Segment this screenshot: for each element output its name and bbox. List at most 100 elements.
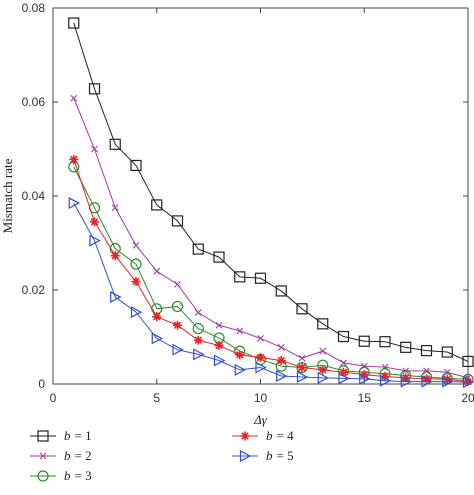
data-point xyxy=(172,343,184,356)
data-point xyxy=(277,343,285,351)
data-point xyxy=(298,354,306,362)
y-tick-label: 0.04 xyxy=(22,189,46,203)
data-point xyxy=(359,370,369,380)
data-point xyxy=(151,332,164,345)
data-point xyxy=(110,251,120,261)
data-point xyxy=(152,312,162,322)
y-tick-label: 0.08 xyxy=(22,1,46,15)
data-point xyxy=(379,374,392,387)
data-point xyxy=(130,306,143,319)
y-axis-label: Mismatch rate xyxy=(0,158,15,233)
data-point xyxy=(318,365,328,375)
data-point xyxy=(68,197,81,210)
series-4 xyxy=(69,154,473,387)
legend-label: b = 5 xyxy=(266,448,294,463)
legend-item: b = 3 xyxy=(30,468,92,483)
data-point xyxy=(358,335,370,347)
legend-item: b = 2 xyxy=(30,448,92,463)
data-point xyxy=(442,375,454,388)
series-1 xyxy=(68,17,474,368)
data-point xyxy=(441,346,453,358)
data-point xyxy=(89,234,101,247)
data-point xyxy=(213,354,226,367)
data-point xyxy=(400,341,412,353)
y-tick-label: 0.06 xyxy=(22,95,46,109)
x-tick-label: 0 xyxy=(50,391,57,405)
data-point xyxy=(297,363,307,373)
data-point xyxy=(193,348,205,361)
data-point xyxy=(70,94,78,102)
data-point xyxy=(68,17,80,29)
data-point xyxy=(131,277,141,287)
legend-var: b xyxy=(266,448,273,463)
data-point xyxy=(153,267,161,275)
data-point xyxy=(256,353,265,363)
data-point xyxy=(171,300,184,313)
data-point xyxy=(194,309,202,316)
data-point xyxy=(151,199,163,211)
legend-item: b = 4 xyxy=(232,428,294,443)
data-point xyxy=(193,335,203,345)
data-point xyxy=(359,372,371,385)
data-point xyxy=(213,251,225,263)
legend-val: = 5 xyxy=(277,448,294,463)
legend-label: b = 1 xyxy=(64,428,92,443)
data-point xyxy=(400,375,413,388)
legend: b = 1 b = 2 b = 3 b = 4 b = 5 xyxy=(30,428,294,483)
y-tick-label: 0 xyxy=(38,377,45,391)
data-point xyxy=(337,330,350,343)
data-point xyxy=(380,371,390,381)
data-point xyxy=(296,361,308,374)
x-axis-label: Δγ xyxy=(253,412,268,427)
legend-val: = 4 xyxy=(277,428,295,443)
data-point xyxy=(235,350,245,360)
data-point xyxy=(214,340,224,350)
series-2 xyxy=(70,94,472,382)
x-tick-label: 20 xyxy=(461,391,474,405)
legend-val: = 3 xyxy=(75,468,92,483)
data-point xyxy=(379,336,391,348)
legend-var: b xyxy=(266,428,273,443)
data-point xyxy=(340,359,347,367)
data-point xyxy=(171,215,184,227)
legend-marker xyxy=(240,431,250,441)
data-point xyxy=(401,373,411,383)
data-point xyxy=(173,320,182,330)
legend-var: b xyxy=(64,448,71,463)
legend-marker xyxy=(37,430,49,442)
legend-label: b = 4 xyxy=(266,428,294,443)
data-point xyxy=(276,356,286,365)
data-point xyxy=(462,376,474,389)
data-point xyxy=(276,370,288,383)
data-point xyxy=(462,355,474,368)
data-point xyxy=(111,204,119,212)
data-point xyxy=(420,345,433,357)
data-point xyxy=(234,363,247,376)
data-point xyxy=(296,370,309,383)
series-line xyxy=(73,202,469,383)
plot-frame xyxy=(52,7,469,385)
data-point xyxy=(339,367,348,377)
data-point xyxy=(130,159,142,172)
data-point xyxy=(236,327,244,335)
legend-label: b = 2 xyxy=(64,448,92,463)
data-point xyxy=(317,318,329,330)
data-point xyxy=(338,372,350,385)
data-point xyxy=(215,321,223,329)
y-tick-label: 0.02 xyxy=(22,283,46,297)
legend-marker xyxy=(39,452,47,460)
data-point xyxy=(275,285,287,297)
series-line xyxy=(73,98,469,379)
data-point xyxy=(319,347,327,355)
legend-marker xyxy=(37,470,49,482)
data-point xyxy=(254,272,267,284)
data-point xyxy=(257,335,264,342)
data-point xyxy=(421,375,433,388)
legend-var: b xyxy=(64,468,71,483)
legend-item: b = 5 xyxy=(232,448,294,463)
series-line xyxy=(73,22,469,362)
legend-item: b = 1 xyxy=(30,428,92,443)
x-tick-label: 15 xyxy=(358,391,372,405)
data-point xyxy=(91,145,98,153)
